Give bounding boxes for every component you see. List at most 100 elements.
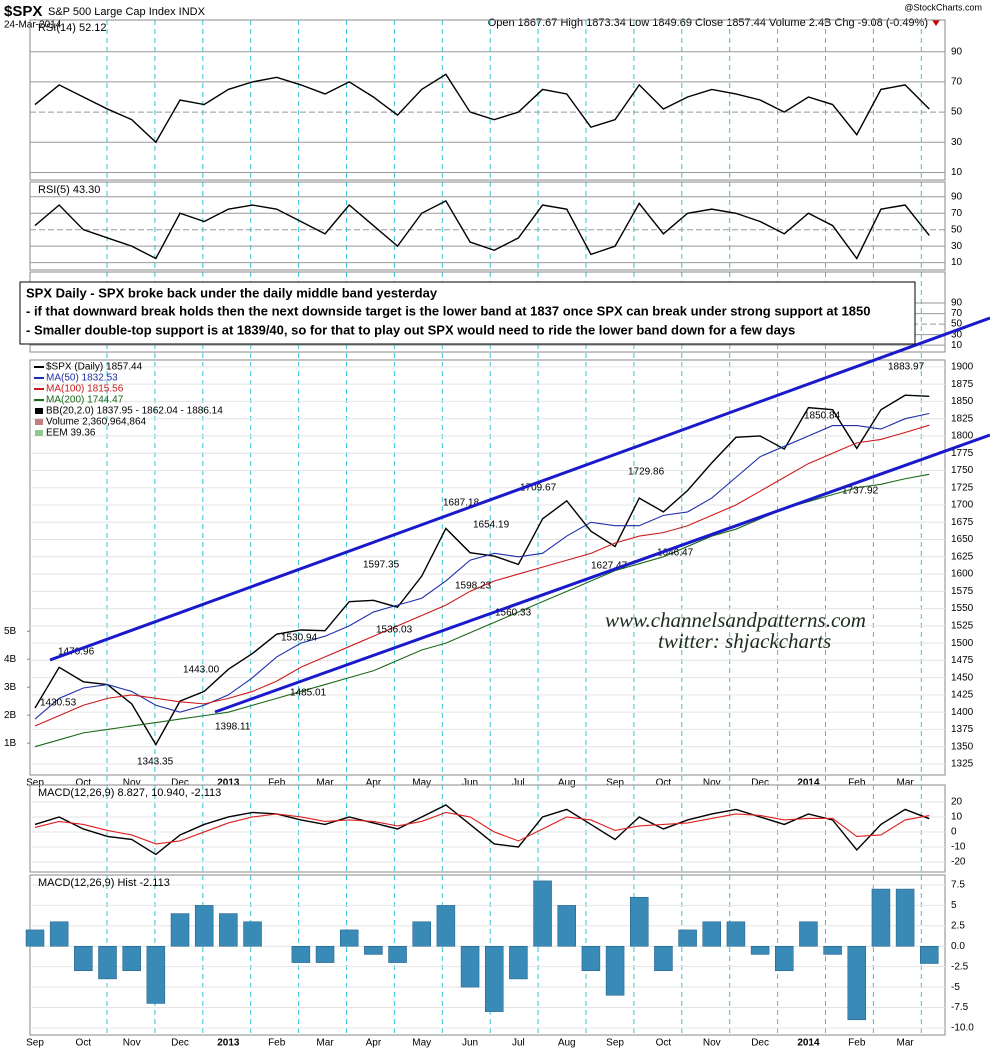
y-tick-label: 70 [951,208,963,219]
x-tick-label: Nov [703,1038,721,1049]
y-tick-label: 1375 [951,724,974,735]
volume-tick-label: 2B [4,710,17,721]
price-annotation: 1627.47 [591,561,628,572]
y-tick-label: 1350 [951,741,974,752]
date: 24-Mar-2014 [4,20,62,31]
note-line: - Smaller double-top support is at 1839/… [26,322,795,337]
legend-label: EEM 39.36 [46,428,96,439]
y-tick-label: 0.0 [951,941,965,952]
y-tick-label: 1800 [951,431,974,442]
bar [364,946,383,955]
channel-upper [49,316,990,662]
price-annotation: 1598.23 [455,581,492,592]
y-tick-label: 1850 [951,396,974,407]
note-line: SPX Daily - SPX broke back under the dai… [26,285,438,300]
y-tick-label: 1825 [951,413,974,424]
y-tick-label: 50 [951,107,963,118]
bar [412,921,431,947]
bar [581,946,601,972]
panel-frame [29,784,946,873]
y-tick-label: 50 [951,319,963,330]
legend-swatch [35,408,43,414]
volume-tick-label: 3B [4,682,17,693]
x-tick-label: Feb [848,1038,866,1049]
x-tick-label: Dec [751,778,769,789]
x-tick-label: Aug [558,1038,576,1049]
y-tick-label: 70 [951,77,963,88]
bar [509,946,528,980]
y-tick-label: -10.0 [951,1023,974,1034]
y-tick-label: 1475 [951,655,974,666]
price-annotation: 1883.97 [888,362,925,373]
panel-frame [29,874,946,1036]
x-tick-label: Dec [751,1038,769,1049]
y-tick-label: 10 [951,257,963,268]
x-tick-label: Feb [268,1038,286,1049]
price-annotation: 1443.00 [183,665,220,676]
bar [557,905,576,947]
bar [484,946,504,1012]
bar [219,913,238,947]
bar [122,946,141,972]
y-tick-label: 1750 [951,465,974,476]
bar [702,921,722,947]
x-tick-label: Jun [462,1038,478,1049]
panel-title: MACD(12,26,9) 8.827, 10.940, -2.113 [38,787,221,799]
x-tick-label: Sep [26,1038,44,1049]
watermark: twitter: shjackcharts [658,629,831,653]
x-tick-label: 2013 [217,1038,240,1049]
legend-label: BB(20,2.0) 1837.95 - 1862.04 - 1886.14 [46,406,223,417]
series-line [34,199,930,260]
panel-title: RSI(5) 43.30 [38,184,100,196]
price-annotation: 1398.11 [215,722,251,733]
volume-tick-label: 1B [4,738,17,749]
x-tick-label: 2013 [217,778,240,789]
legend-label: MA(200) 1744.47 [46,395,124,406]
bar [895,888,915,947]
x-tick-label: Aug [558,778,576,789]
bar [533,880,552,947]
bar [243,921,262,947]
y-tick-label: 1875 [951,379,974,390]
price-annotation: 1343.35 [137,757,174,768]
y-tick-label: 1550 [951,603,974,614]
note-box [19,281,916,345]
series-line [34,804,930,856]
y-tick-label: 90 [951,46,963,57]
y-tick-label: -20 [951,857,966,868]
y-tick-label: -10 [951,842,966,853]
y-tick-label: 1400 [951,707,974,718]
x-tick-label: Mar [316,1038,334,1049]
legend-label: MA(50) 1832.53 [46,373,118,384]
y-tick-label: 30 [951,137,963,148]
y-tick-label: 1450 [951,672,974,683]
x-tick-label: Nov [703,778,721,789]
x-tick-label: Oct [76,1038,92,1049]
price-annotation: 1654.19 [473,520,510,531]
bar [315,946,335,963]
price-annotation: 1485.01 [290,688,327,699]
bar [823,946,842,955]
series-line [34,424,930,727]
y-tick-label: -2.5 [951,961,969,972]
bar [678,929,697,947]
series-line [34,811,930,845]
series-line [34,412,930,720]
x-tick-label: Sep [26,778,44,789]
y-tick-label: 0 [951,827,957,838]
price-annotation: 1850.84 [804,411,841,422]
y-tick-label: -5 [951,982,960,993]
y-tick-label: 70 [951,308,963,319]
legend-label: MA(100) 1815.56 [46,384,124,395]
bar [654,946,673,972]
y-tick-label: 1325 [951,759,974,770]
x-tick-label: Apr [366,778,382,789]
bar [291,946,311,963]
x-tick-label: Dec [171,778,189,789]
volume-tick-label: 5B [4,626,17,637]
legend-swatch [35,419,43,425]
x-tick-label: Apr [366,1038,382,1049]
y-tick-label: 1500 [951,638,974,649]
channel-lower [214,433,990,714]
